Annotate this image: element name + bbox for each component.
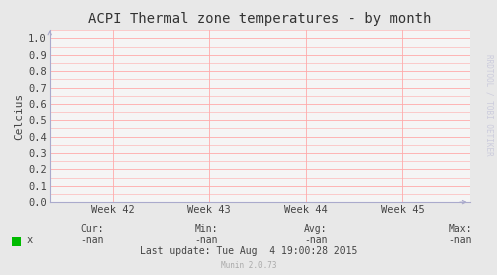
Text: Min:: Min:	[194, 224, 218, 234]
Text: Last update: Tue Aug  4 19:00:28 2015: Last update: Tue Aug 4 19:00:28 2015	[140, 246, 357, 256]
Text: Cur:: Cur:	[80, 224, 104, 234]
Text: Munin 2.0.73: Munin 2.0.73	[221, 261, 276, 270]
Text: Avg:: Avg:	[304, 224, 328, 234]
Text: x: x	[26, 235, 33, 245]
Y-axis label: Celcius: Celcius	[14, 93, 24, 140]
Text: -nan: -nan	[80, 235, 104, 245]
Title: ACPI Thermal zone temperatures - by month: ACPI Thermal zone temperatures - by mont…	[88, 12, 431, 26]
Text: -nan: -nan	[449, 235, 472, 245]
Text: -nan: -nan	[194, 235, 218, 245]
Text: RRDTOOL / TOBI OETIKER: RRDTOOL / TOBI OETIKER	[485, 54, 494, 155]
Text: Max:: Max:	[449, 224, 472, 234]
Text: -nan: -nan	[304, 235, 328, 245]
